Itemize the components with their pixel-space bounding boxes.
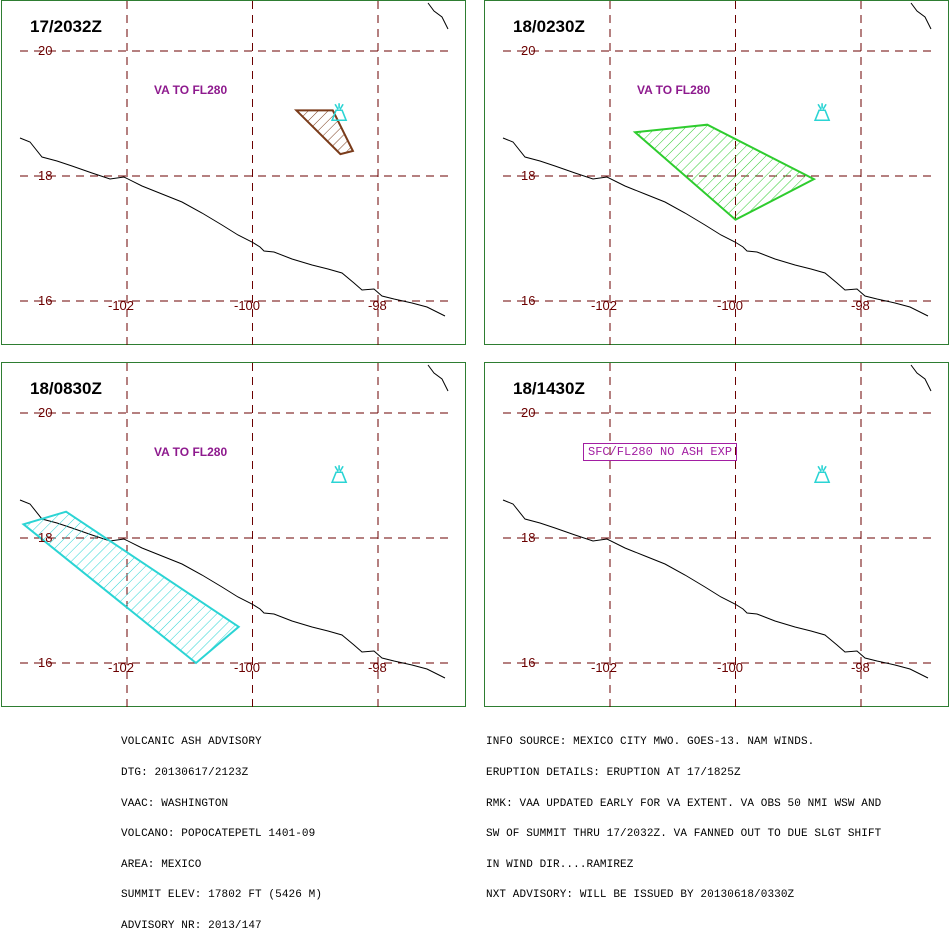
lat-label-18: 18 xyxy=(521,530,536,545)
lat-label-20: 20 xyxy=(38,405,53,420)
coastline xyxy=(910,364,932,392)
volcano-icon xyxy=(330,465,348,484)
map-panel-4: 18/1430Z 20 18 16 -102 -100 -98 SFC/FL28… xyxy=(484,362,949,708)
advisory-remarks-block: INFO SOURCE: MEXICO CITY MWO. GOES-13. N… xyxy=(486,717,881,911)
advisory-line: VOLCANIC ASH ADVISORY xyxy=(121,736,262,749)
coastline xyxy=(502,499,929,679)
ash-area-polygon xyxy=(293,109,355,156)
map-panel-2: 18/0230Z 20 18 16 -102 -100 -98 VA TO FL… xyxy=(484,0,949,346)
panel-time-label: 17/2032Z xyxy=(30,17,102,36)
advisory-line: IN WIND DIR....RAMIREZ xyxy=(486,858,634,871)
lat-label-20: 20 xyxy=(521,405,536,420)
lon-label-98: -98 xyxy=(368,298,387,313)
coastline xyxy=(19,137,446,317)
advisory-line: INFO SOURCE: MEXICO CITY MWO. GOES-13. N… xyxy=(486,736,815,749)
coastline xyxy=(427,364,449,392)
advisory-line: VOLCANO: POPOCATEPETL 1401-09 xyxy=(121,828,316,841)
map-panel-1: 17/2032Z 20 18 16 -102 -100 -98 VA TO FL… xyxy=(1,0,466,346)
lat-label-16: 16 xyxy=(38,293,53,308)
lat-label-20: 20 xyxy=(521,43,536,58)
ash-area-polygon xyxy=(21,510,241,665)
lon-label-100: -100 xyxy=(717,298,744,313)
ash-height-note: VA TO FL280 xyxy=(637,83,711,97)
map-canvas-4 xyxy=(502,363,933,708)
advisory-line: ERUPTION DETAILS: ERUPTION AT 17/1825Z xyxy=(486,767,741,779)
map-panel-3: 18/0830Z 20 18 16 -102 -100 -98 VA TO FL… xyxy=(1,362,466,708)
advisory-line: VAAC: WASHINGTON xyxy=(121,797,229,810)
advisory-line: SW OF SUMMIT THRU 17/2032Z. VA FANNED OU… xyxy=(486,828,882,841)
lat-label-16: 16 xyxy=(38,655,53,670)
panel-time-label: 18/0830Z xyxy=(30,379,102,398)
advisory-header-block: VOLCANIC ASH ADVISORY DTG: 20130617/2123… xyxy=(121,717,322,941)
ash-area-polygon xyxy=(632,123,817,221)
lat-label-16: 16 xyxy=(521,655,536,670)
lon-label-98: -98 xyxy=(368,660,387,675)
panel-time-label: 18/1430Z xyxy=(513,379,585,398)
advisory-line: RMK: VAA UPDATED EARLY FOR VA EXTENT. VA… xyxy=(486,797,882,810)
ash-height-note: VA TO FL280 xyxy=(154,445,228,459)
lat-label-18: 18 xyxy=(38,530,53,545)
lon-label-100: -100 xyxy=(234,298,261,313)
map-canvas-2 xyxy=(502,1,933,346)
lon-label-102: -102 xyxy=(108,298,135,313)
ash-height-note: VA TO FL280 xyxy=(154,83,228,97)
lon-label-102: -102 xyxy=(591,660,618,675)
coastline xyxy=(910,2,932,30)
advisory-line: DTG: 20130617/2123Z xyxy=(121,767,249,779)
volcano-icon xyxy=(813,465,831,484)
coastline xyxy=(427,2,449,30)
volcano-icon xyxy=(330,103,348,122)
lat-label-16: 16 xyxy=(521,293,536,308)
lat-label-18: 18 xyxy=(521,168,536,183)
advisory-line: AREA: MEXICO xyxy=(121,858,202,871)
advisory-line: NXT ADVISORY: WILL BE ISSUED BY 20130618… xyxy=(486,889,795,902)
map-canvas-1 xyxy=(19,1,450,346)
lat-label-20: 20 xyxy=(38,43,53,58)
lon-label-98: -98 xyxy=(851,298,870,313)
map-canvas-3 xyxy=(19,363,450,708)
no-ash-note: SFC/FL280 NO ASH EXP xyxy=(583,443,738,461)
panel-time-label: 18/0230Z xyxy=(513,17,585,36)
lon-label-102: -102 xyxy=(591,298,618,313)
lon-label-100: -100 xyxy=(717,660,744,675)
lat-label-18: 18 xyxy=(38,168,53,183)
advisory-line: SUMMIT ELEV: 17802 FT (5426 M) xyxy=(121,889,323,902)
advisory-line: ADVISORY NR: 2013/147 xyxy=(121,919,262,932)
lon-label-98: -98 xyxy=(851,660,870,675)
volcano-icon xyxy=(813,103,831,122)
lon-label-100: -100 xyxy=(234,660,261,675)
coastline xyxy=(502,137,929,317)
lon-label-102: -102 xyxy=(108,660,135,675)
